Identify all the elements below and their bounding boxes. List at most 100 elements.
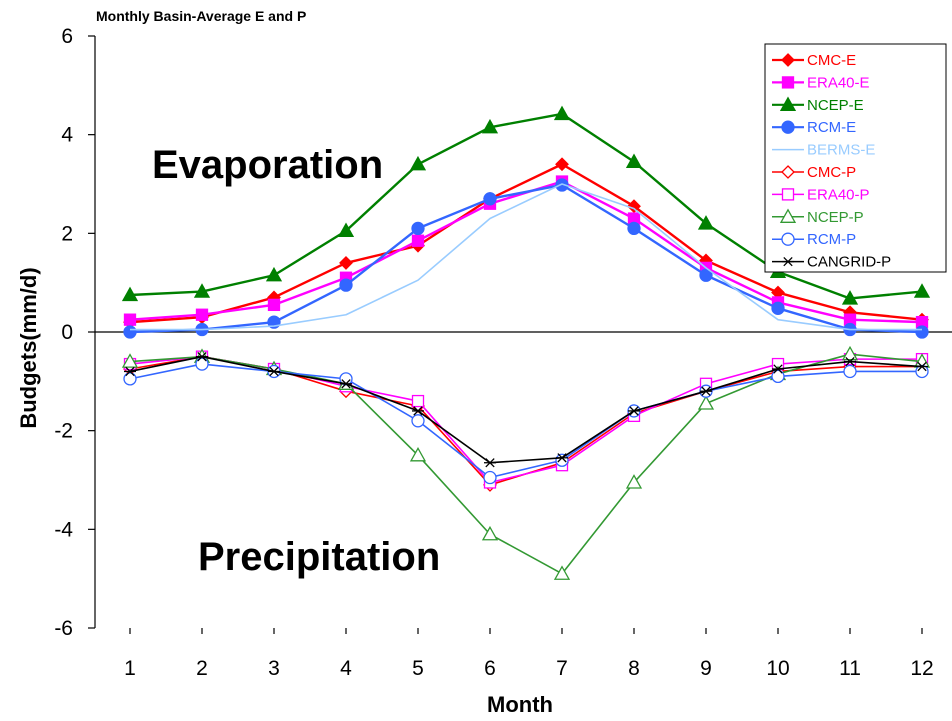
series-ncep-e <box>121 105 931 305</box>
legend-marker <box>779 96 797 111</box>
legend-marker <box>781 53 795 67</box>
data-point-cangrid-p <box>268 366 280 377</box>
data-point-rcm-p <box>843 364 857 379</box>
data-point-cmc-e <box>627 199 641 214</box>
chart-title: Monthly Basin-Average E and P <box>96 8 306 24</box>
series-rcm-e <box>123 178 929 339</box>
legend-label: CMC-P <box>807 164 856 181</box>
data-point-ncep-e <box>841 290 859 305</box>
y-tick-label: -2 <box>54 420 73 443</box>
data-point-rcm-p <box>483 470 497 485</box>
data-point-ncep-p <box>409 447 427 462</box>
series-cmc-p <box>123 349 929 492</box>
x-tick-label: 7 <box>556 657 568 680</box>
data-point-rcm-e <box>339 278 353 292</box>
data-point-ncep-e <box>265 266 283 282</box>
x-tick-label: 5 <box>412 657 424 680</box>
data-point-rcm-e <box>699 268 713 282</box>
x-tick-label: 1 <box>124 657 136 680</box>
series-line-berms-e <box>130 183 922 331</box>
legend-label: ERA40-E <box>807 74 870 91</box>
series-line-rcm-e <box>129 183 923 334</box>
data-point-rcm-e <box>915 325 929 339</box>
data-point-cmc-e <box>555 157 569 172</box>
data-point-cangrid-p <box>628 406 640 416</box>
data-point-rcm-p <box>915 364 929 379</box>
legend-label: ERA40-P <box>807 186 870 203</box>
data-point-ncep-e <box>913 283 931 298</box>
data-point-rcm-e <box>411 221 425 236</box>
x-tick-label: 2 <box>196 657 208 680</box>
y-tick-label: 6 <box>61 25 73 48</box>
data-point-ncep-e <box>697 215 715 230</box>
legend-marker <box>779 208 797 223</box>
x-tick-label: 3 <box>268 657 280 680</box>
legend-label: NCEP-E <box>807 97 864 114</box>
series-line-rcm-p <box>129 363 922 479</box>
legend: CMC-E ERA40-E NCEP-E RCM-E BERMS-E CMC-P ERA40… <box>764 43 947 273</box>
data-point-cangrid-p <box>844 356 856 367</box>
data-point-ncep-p <box>553 565 571 580</box>
legend-marker <box>781 76 795 89</box>
data-point-ncep-p <box>625 474 643 489</box>
data-point-era40-e <box>195 308 209 321</box>
x-tick-label: 9 <box>700 657 712 680</box>
data-point-cangrid-p <box>124 366 136 377</box>
annotation-precipitation: Precipitation <box>198 535 440 579</box>
x-axis-label: Month <box>487 692 553 717</box>
data-point-cangrid-p <box>196 352 208 362</box>
legend-item-era40-e: ERA40-E <box>772 74 870 91</box>
series-line-cmc-p <box>129 355 922 486</box>
legend-item-era40-p: ERA40-P <box>772 186 870 203</box>
y-tick-label: 0 <box>61 321 73 344</box>
series-line-ncep-e <box>129 112 923 300</box>
data-point-ncep-p <box>841 345 859 361</box>
data-point-ncep-p <box>481 525 499 541</box>
data-point-ncep-e <box>193 283 211 298</box>
data-point-cangrid-p <box>484 458 496 468</box>
data-point-ncep-p <box>697 395 715 410</box>
legend-marker <box>781 165 795 179</box>
data-point-rcm-e <box>483 192 497 206</box>
x-ticks: 1 2 3 4 5 6 7 8 9 10 11 12 <box>124 628 934 680</box>
series-cangrid-p <box>124 352 928 468</box>
data-point-era40-e <box>267 298 281 312</box>
legend-item-rcm-p: RCM-P <box>772 231 856 248</box>
x-tick-label: 10 <box>766 657 789 680</box>
data-point-ncep-e <box>409 155 427 171</box>
x-tick-label: 12 <box>910 657 933 680</box>
y-ticks: 6 4 2 0 -2 -4 -6 <box>54 25 95 640</box>
series-line-ncep-p <box>129 353 923 575</box>
data-point-rcm-e <box>627 221 641 236</box>
legend-marker <box>781 120 795 134</box>
data-point-rcm-p <box>771 369 785 384</box>
series-berms-e <box>130 183 922 331</box>
data-point-rcm-p <box>411 414 425 428</box>
x-tick-label: 8 <box>628 657 640 680</box>
data-point-cangrid-p <box>412 406 424 416</box>
legend-label: NCEP-P <box>807 209 864 226</box>
y-tick-label: -4 <box>54 518 73 541</box>
legend-label: CANGRID-P <box>807 254 891 271</box>
data-point-cangrid-p <box>340 379 352 389</box>
legend-item-rcm-e: RCM-E <box>772 119 856 136</box>
data-point-ncep-e <box>121 286 139 302</box>
y-tick-label: -6 <box>54 617 73 640</box>
legend-item-berms-e: BERMS-E <box>772 142 875 159</box>
data-point-rcm-e <box>123 325 137 339</box>
legend-item-cmc-p: CMC-P <box>772 164 856 181</box>
data-point-ncep-e <box>481 118 499 134</box>
x-tick-label: 4 <box>340 657 352 680</box>
data-point-rcm-p <box>195 357 209 371</box>
series-era40-p <box>123 350 929 489</box>
data-point-rcm-e <box>555 178 569 192</box>
data-point-rcm-p <box>555 453 569 467</box>
x-tick-label: 6 <box>484 657 496 680</box>
data-point-cangrid-p <box>556 453 568 463</box>
series-line-era40-p <box>129 355 922 484</box>
legend-item-ncep-e: NCEP-E <box>772 96 864 114</box>
series-rcm-p <box>123 357 929 485</box>
y-tick-label: 2 <box>61 222 73 245</box>
data-point-era40-e <box>411 234 425 247</box>
